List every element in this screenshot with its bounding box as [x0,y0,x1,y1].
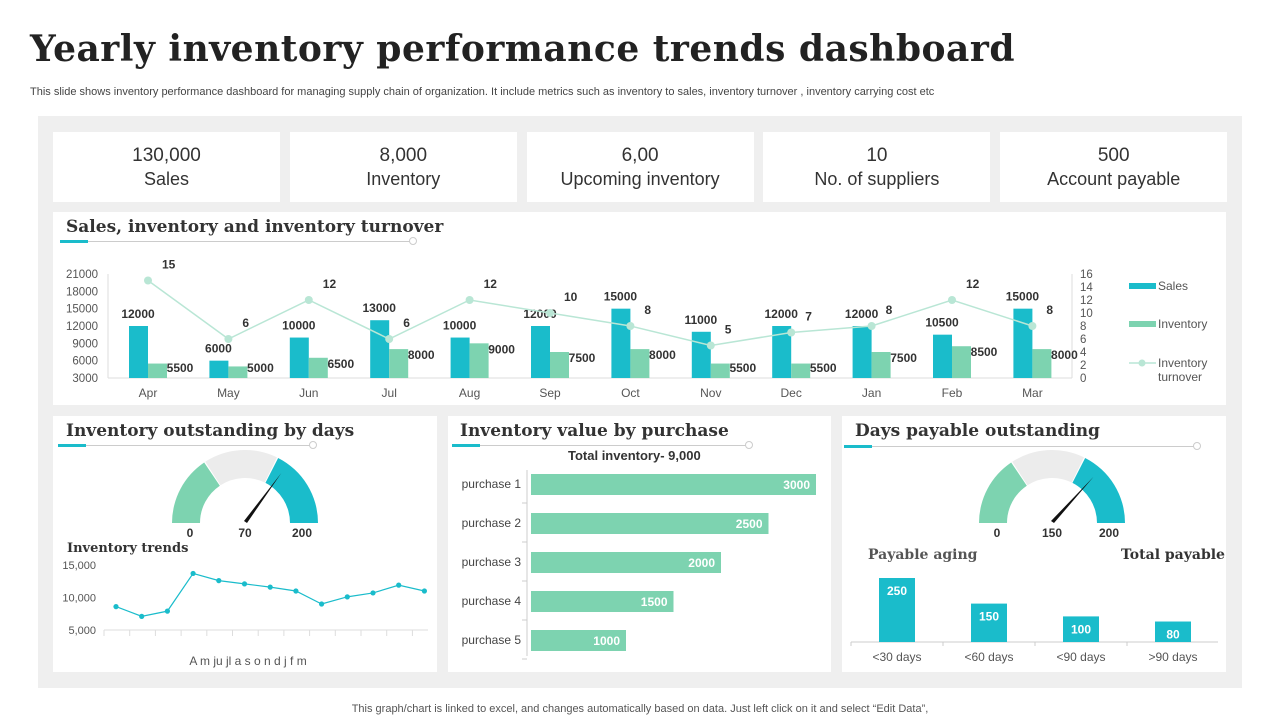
page-subtitle: This slide shows inventory performance d… [30,86,935,98]
kpi-label: Sales [143,169,190,189]
total-inventory-label: Total inventory- 9,000 [568,448,701,463]
title-underline [60,237,417,245]
kpi-value: 500 [1097,145,1130,166]
inventory-trends-title: Inventory trends [67,541,189,556]
title-underline [58,441,317,449]
kpi-label: Inventory [366,169,441,189]
title-underline [844,442,1201,450]
page-title: Yearly inventory performance trends dash… [30,28,1015,70]
kpi-card: 130,000 Sales [53,132,280,202]
kpi-value: 10 [866,145,888,166]
footer-note: This graph/chart is linked to excel, and… [351,703,929,715]
title-underline [452,441,753,449]
payable-aging-title: Payable aging [868,547,978,563]
kpi-card: 500 Account payable [1000,132,1228,202]
kpi-card: 6,00 Upcoming inventory [526,132,754,202]
inventory-outstanding-title: Inventory outstanding by days [66,421,355,441]
inventory-value-title: Inventory value by purchase [460,421,729,441]
kpi-label: No. of suppliers [814,169,940,189]
inventory-value-card [448,416,831,672]
sales-chart-title: Sales, inventory and inventory turnover [66,217,444,237]
kpi-label: Upcoming inventory [560,169,720,189]
kpi-value: 130,000 [132,145,201,166]
total-payable-title: Total payable [1121,547,1225,563]
kpi-card: 8,000 Inventory [289,132,517,202]
kpi-card: 10 No. of suppliers [763,132,991,202]
kpi-value: 6,00 [621,145,659,166]
kpi-value: 8,000 [379,145,428,166]
days-payable-card [842,416,1226,672]
days-payable-title: Days payable outstanding [855,421,1100,441]
kpi-label: Account payable [1047,169,1181,189]
